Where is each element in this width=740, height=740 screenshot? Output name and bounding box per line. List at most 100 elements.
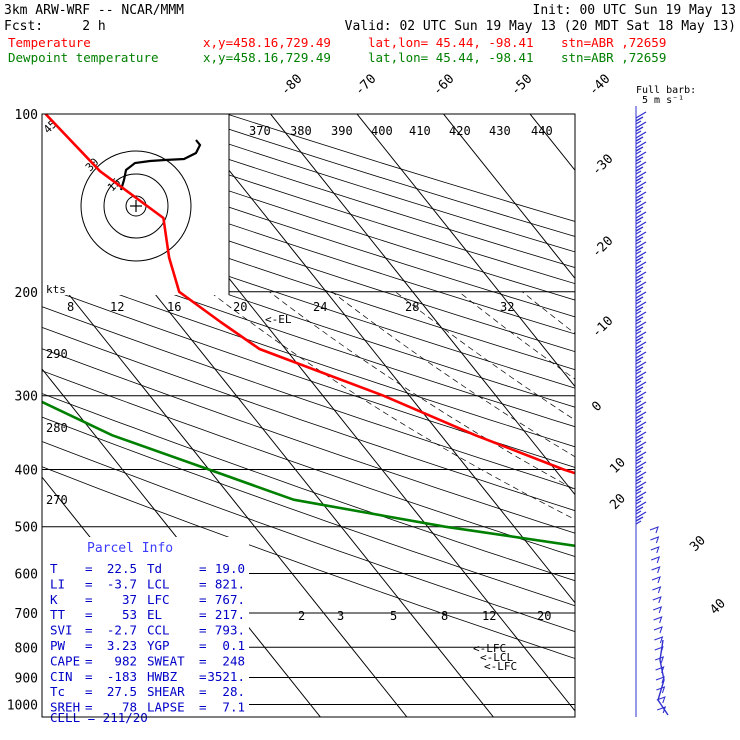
pressure-tick-label: 600: [15, 567, 38, 582]
hodograph-units-label: kts: [46, 283, 66, 296]
isotherm-label: -80: [278, 72, 305, 99]
wind-barb: [635, 201, 647, 215]
model-title: 3km ARW-WRF -- NCAR/MMM: [4, 3, 184, 18]
mixing-ratio-label: 20: [537, 609, 551, 623]
parcel-field-eq: =: [85, 653, 93, 668]
wind-barb: [635, 401, 647, 415]
isotherm-label: -60: [430, 72, 457, 99]
parcel-field-label: LCL: [147, 576, 170, 591]
wind-barb-trace: [657, 639, 669, 716]
speed-scale-label: 32: [500, 300, 514, 314]
parcel-field-value: -2.7: [107, 623, 137, 638]
mixing-ratio-label: 5: [390, 609, 397, 623]
parcel-field-value: -183: [107, 669, 137, 684]
parcel-field-eq: =: [85, 638, 93, 653]
hodograph-ring: [80, 150, 192, 262]
parcel-field-eq: =: [199, 607, 207, 622]
wind-barb: [635, 161, 647, 175]
parcel-field-label: SREH: [50, 700, 80, 715]
wind-barb: [635, 131, 647, 145]
parcel-field-label: SVI: [50, 623, 73, 638]
parcel-marker-label: <-EL: [265, 313, 292, 326]
dewpoint-legend-xy: x,y=458.16,729.49: [203, 50, 331, 65]
isotherm-label: -70: [352, 72, 379, 99]
parcel-field-eq: =: [85, 669, 93, 684]
wind-barb: [635, 151, 647, 165]
wind-barb: [653, 616, 663, 624]
dry-adiabat-line: [181, 114, 575, 237]
hodograph-ring: [103, 173, 169, 239]
temperature-legend-latlon: lat,lon= 45.44, -98.41: [368, 35, 534, 50]
isotherm-line: [356, 114, 575, 388]
mixing-ratio-label: 2: [298, 609, 305, 623]
wind-barb: [657, 706, 667, 714]
dry-adiabat-line: [42, 348, 575, 534]
isentrope-label: 440: [531, 124, 553, 138]
parcel-field-value: 767.: [215, 592, 245, 607]
parcel-field-label: T: [50, 561, 58, 576]
isotherm-line: [270, 114, 575, 496]
pressure-tick-label: 100: [15, 108, 38, 123]
speed-scale-label: 24: [313, 300, 327, 314]
speed-scale-label: 28: [405, 300, 419, 314]
parcel-field-value: 3521.: [207, 669, 245, 684]
parcel-marker-label: <-LCL: [480, 651, 513, 664]
wind-barb: [635, 381, 647, 395]
wind-barb: [635, 181, 647, 195]
wind-barb: [650, 546, 660, 554]
dry-adiabat-line: [42, 193, 575, 371]
speed-scale-label: 16: [167, 300, 181, 314]
wind-barb: [635, 251, 647, 265]
parcel-field-value: 53: [122, 607, 137, 622]
temperature-legend-stn: stn=ABR ,72659: [561, 35, 666, 50]
isentrope-label: 430: [489, 124, 511, 138]
parcel-field-label: SWEAT: [147, 653, 185, 668]
parcel-field-eq: =: [199, 700, 207, 715]
isotherm-line: [443, 114, 575, 280]
isentrope-label: 390: [331, 124, 353, 138]
parcel-marker-label: <-LFC: [473, 642, 506, 655]
isotherm-label: -20: [589, 234, 616, 261]
parcel-field-eq: =: [85, 684, 93, 699]
moist-adiabat-line: [269, 291, 575, 491]
parcel-field-label: LI: [50, 576, 65, 591]
dry-adiabat-line: [42, 416, 575, 607]
wind-barb: [635, 351, 647, 365]
wind-barb: [635, 341, 647, 355]
mixing-ratio-line: [725, 573, 740, 704]
plot-frame: [41, 113, 576, 718]
wind-barb: [653, 606, 663, 614]
dry-adiabat-line: [226, 114, 575, 222]
wind-barb: [652, 596, 662, 604]
parcel-field-value: 27.5: [107, 684, 137, 699]
wind-barb: [635, 221, 647, 235]
parcel-field-label: LAPSE: [147, 700, 185, 715]
wind-barb: [651, 556, 661, 564]
speed-scale-label: 12: [110, 300, 124, 314]
wind-barb: [635, 211, 647, 225]
parcel-field-label: SHEAR: [147, 684, 185, 699]
wind-barb: [635, 471, 647, 485]
parcel-info-title: Parcel Info: [87, 541, 173, 556]
parcel-field-eq: =: [85, 561, 93, 576]
isotherm-label: 20: [607, 491, 629, 513]
wind-barb: [651, 566, 661, 574]
wind-barb: [635, 301, 647, 315]
isentrope-label: 410: [409, 124, 431, 138]
wind-barb: [635, 241, 647, 255]
dry-adiabat-label: 290: [46, 347, 68, 361]
parcel-field-label: HWBZ: [147, 669, 178, 684]
isotherm-line: [529, 114, 575, 172]
wind-barb: [653, 626, 663, 634]
parcel-field-label: Tc: [50, 684, 65, 699]
pressure-tick-label: 500: [15, 521, 38, 536]
parcel-field-eq: =: [85, 623, 93, 638]
dry-adiabat-line: [42, 247, 575, 428]
dry-adiabat-line: [42, 466, 575, 659]
isentrope-label: 370: [249, 124, 271, 138]
dry-adiabat-line: [42, 228, 575, 408]
isotherm-label: 0: [589, 399, 605, 415]
isotherm-label: -10: [589, 314, 616, 341]
dewpoint-profile-line: [42, 400, 575, 548]
parcel-info-box: [42, 537, 249, 718]
